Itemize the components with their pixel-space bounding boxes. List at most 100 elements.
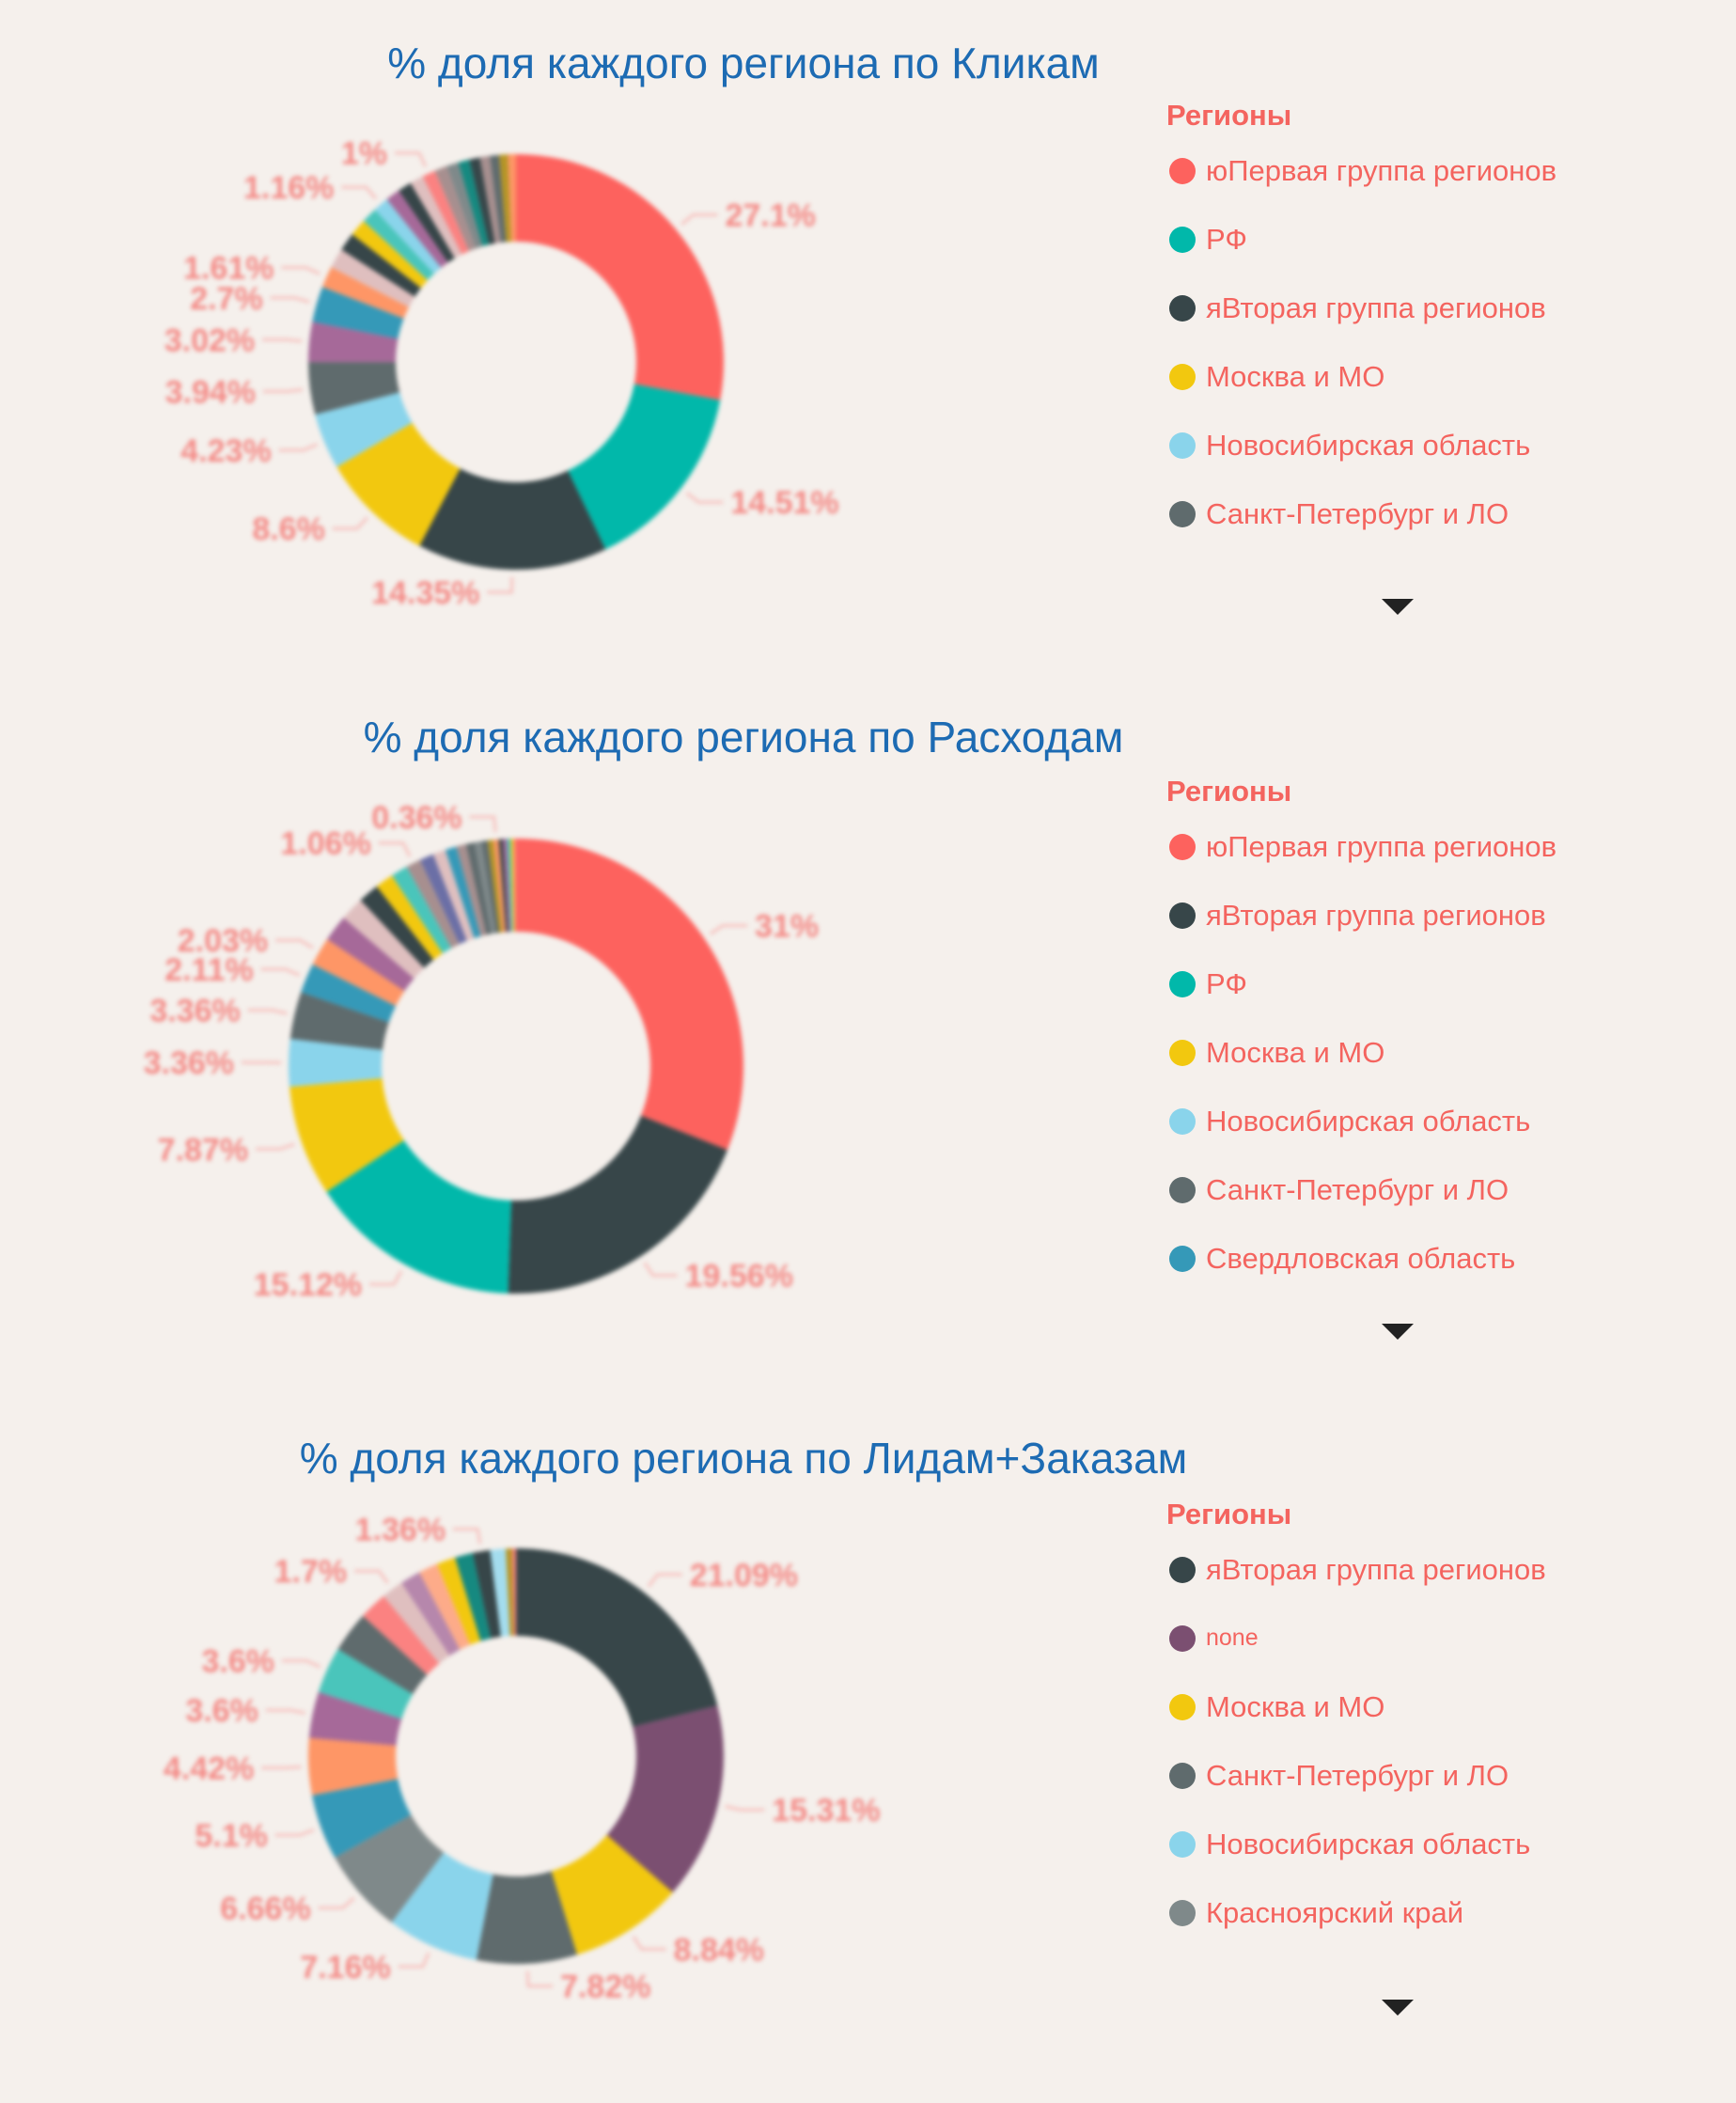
donut-slice[interactable] <box>352 220 429 289</box>
donut-slice[interactable] <box>516 154 724 400</box>
donut-slice[interactable] <box>606 1705 724 1893</box>
donut-slice[interactable] <box>510 839 515 933</box>
legend-item[interactable]: юПервая группа регионов <box>1166 812 1556 881</box>
donut-slice[interactable] <box>507 839 513 933</box>
legend-item[interactable]: Свердловская область <box>1166 1224 1556 1293</box>
donut-slice[interactable] <box>458 159 490 247</box>
donut-slice[interactable] <box>289 1078 404 1192</box>
legend-label: яВторая группа регионов <box>1206 290 1546 324</box>
donut-slice[interactable] <box>487 840 503 934</box>
donut-slice[interactable] <box>307 322 399 363</box>
donut-slice[interactable] <box>508 154 516 243</box>
donut-slice[interactable] <box>551 1835 673 1955</box>
donut-slice[interactable] <box>318 1649 414 1719</box>
donut-slice[interactable] <box>434 165 477 252</box>
donut-slice[interactable] <box>479 155 501 243</box>
donut-slice[interactable] <box>419 854 467 945</box>
donut-slice[interactable] <box>410 176 462 259</box>
legend-item[interactable]: Москва и МО <box>1166 1672 1546 1741</box>
legend-scroll-down-button[interactable] <box>1382 1324 1414 1340</box>
legend-item[interactable]: none <box>1166 1604 1546 1672</box>
donut-slice[interactable] <box>493 839 507 933</box>
data-label: 31% <box>755 908 819 944</box>
donut-slice[interactable] <box>391 1852 493 1960</box>
donut-slice[interactable] <box>311 1779 412 1858</box>
donut-slice[interactable] <box>474 840 496 934</box>
donut-slice[interactable] <box>511 1548 516 1637</box>
legend-scroll-down-button[interactable] <box>1382 599 1414 615</box>
donut-slice[interactable] <box>503 839 511 933</box>
donut-slice[interactable] <box>465 842 492 935</box>
donut-slice[interactable] <box>469 157 495 245</box>
donut-slice[interactable] <box>289 992 389 1050</box>
legend-item[interactable]: Москва и МО <box>1166 1018 1556 1087</box>
donut-slice[interactable] <box>456 843 487 937</box>
legend-item[interactable]: Санкт-Петербург и ЛО <box>1166 479 1556 548</box>
donut-slice[interactable] <box>406 859 460 949</box>
donut-slice[interactable] <box>419 468 606 571</box>
donut-slice[interactable] <box>308 362 400 415</box>
donut-slice[interactable] <box>337 1615 428 1695</box>
donut-slice[interactable] <box>386 190 448 268</box>
donut-slice[interactable] <box>308 1737 399 1796</box>
donut-slice[interactable] <box>498 839 508 933</box>
donut-slice[interactable] <box>312 287 404 339</box>
donut-slice[interactable] <box>437 1557 481 1645</box>
donut-slice[interactable] <box>383 1582 450 1664</box>
donut-slice[interactable] <box>568 384 721 550</box>
donut-slice[interactable] <box>363 209 435 281</box>
donut-slice[interactable] <box>490 1548 510 1637</box>
donut-slice[interactable] <box>341 234 422 297</box>
donut-slice[interactable] <box>327 918 414 992</box>
legend-item[interactable]: Новосибирская область <box>1166 1810 1546 1878</box>
donut-slice[interactable] <box>513 839 516 933</box>
legend-item[interactable]: Москва и МО <box>1166 342 1556 411</box>
donut-slice[interactable] <box>343 900 425 979</box>
donut-slice[interactable] <box>374 199 442 275</box>
legend-item[interactable]: Санкт-Петербург и ЛО <box>1166 1155 1556 1224</box>
donut-slice[interactable] <box>376 875 443 960</box>
donut-slice[interactable] <box>508 1115 728 1295</box>
donut-slice[interactable] <box>331 249 415 307</box>
donut-slice[interactable] <box>432 849 475 941</box>
donut-slice[interactable] <box>506 1548 514 1637</box>
donut-slice[interactable] <box>445 846 481 939</box>
donut-slice[interactable] <box>401 1572 461 1656</box>
donut-slice[interactable] <box>335 1814 445 1923</box>
donut-slice[interactable] <box>476 1871 578 1964</box>
donut-slice[interactable] <box>312 939 405 1007</box>
legend-item[interactable]: яВторая группа регионов <box>1166 881 1556 949</box>
legend-item[interactable]: яВторая группа регионов <box>1166 1535 1546 1604</box>
donut-slice[interactable] <box>360 886 434 968</box>
legend-item[interactable]: Новосибирская область <box>1166 1087 1556 1155</box>
legend-item[interactable]: Новосибирская область <box>1166 411 1556 479</box>
donut-slice[interactable] <box>422 170 469 255</box>
donut-slice[interactable] <box>490 154 507 243</box>
donut-slice[interactable] <box>326 1140 511 1294</box>
donut-slice[interactable] <box>308 1691 402 1746</box>
donut-slice[interactable] <box>472 1549 502 1639</box>
legend-item[interactable]: РФ <box>1166 949 1556 1018</box>
legend-scroll-down-button[interactable] <box>1382 2000 1414 2016</box>
legend-item[interactable]: яВторая группа регионов <box>1166 274 1556 342</box>
donut-slice[interactable] <box>516 1548 718 1727</box>
donut-slice[interactable] <box>336 422 461 546</box>
donut-slice[interactable] <box>481 840 500 934</box>
donut-slice[interactable] <box>419 1563 471 1650</box>
legend-item[interactable]: юПервая группа регионов <box>1166 136 1556 205</box>
donut-slice[interactable] <box>516 839 744 1151</box>
legend-item[interactable]: Санкт-Петербург и ЛО <box>1166 1741 1546 1810</box>
donut-slice[interactable] <box>446 162 483 249</box>
legend-label: Москва и МО <box>1206 359 1385 393</box>
donut-slice[interactable] <box>399 182 456 263</box>
donut-slice[interactable] <box>315 392 413 467</box>
donut-slice[interactable] <box>455 1552 492 1641</box>
donut-slice[interactable] <box>301 964 397 1023</box>
donut-slice[interactable] <box>289 1039 383 1088</box>
donut-slice[interactable] <box>499 154 512 243</box>
legend-item[interactable]: Красноярский край <box>1166 1878 1546 1947</box>
legend-item[interactable]: РФ <box>1166 205 1556 274</box>
donut-slice[interactable] <box>321 267 410 319</box>
donut-slice[interactable] <box>391 866 452 954</box>
donut-slice[interactable] <box>363 1595 440 1675</box>
